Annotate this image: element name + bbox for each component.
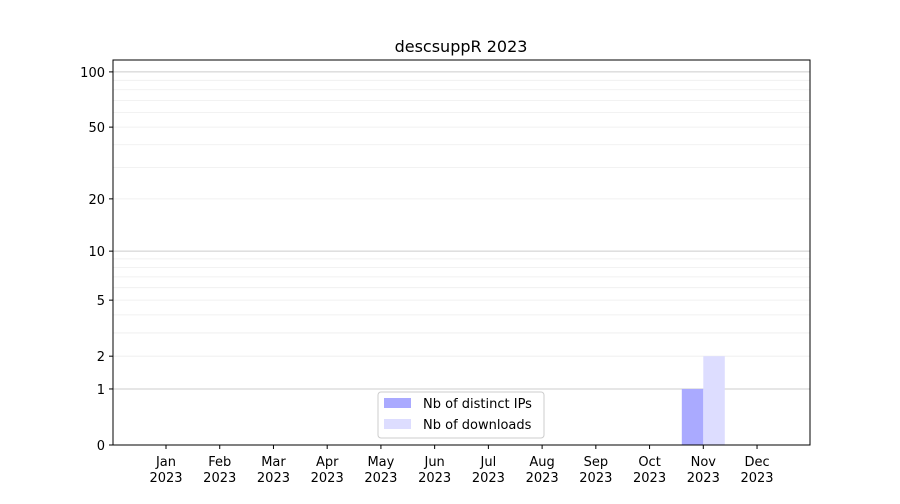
x-tick-label: Feb [208,455,231,470]
x-tick-label: Apr [316,455,339,470]
x-tick-label: May [367,455,394,470]
x-tick-label: Dec [744,455,769,470]
y-tick-label: 20 [88,193,105,208]
bar-downloads [703,356,725,445]
x-tick-label: Nov [691,455,717,470]
x-tick-label: Jan [155,455,176,470]
legend-box [377,391,545,439]
y-tick-label: 0 [97,439,105,454]
legend-swatch [384,419,411,429]
y-tick-label: 5 [97,294,105,309]
legend-label: Nb of distinct IPs [423,397,532,412]
y-tick-label: 100 [80,66,105,81]
x-tick-label: Jul [480,455,497,470]
x-tick-label: 2023 [364,471,397,486]
x-tick-label: 2023 [472,471,505,486]
x-tick-label: 2023 [149,471,182,486]
legend: Nb of distinct IPs Nb of downloads [377,391,545,439]
y-tick-label: 1 [97,383,105,398]
x-tick-label: 2023 [633,471,666,486]
y-tick-label: 50 [88,121,105,136]
x-tick-label: Oct [638,455,660,470]
plot-frame [112,59,811,446]
x-tick-label: Sep [584,455,609,470]
x-tick-label: 2023 [526,471,559,486]
x-tick-label: 2023 [257,471,290,486]
x-tick-label: Mar [261,455,286,470]
x-tick-label: Aug [529,455,554,470]
y-tick-label: 10 [88,245,105,260]
bar-distinct-ips [681,388,704,445]
x-tick-label: 2023 [740,471,773,486]
chart-title: descsuppR 2023 [395,37,528,56]
x-tick-label: 2023 [687,471,720,486]
legend-label: Nb of downloads [423,418,532,433]
x-tick-label: 2023 [203,471,236,486]
x-tick-label: 2023 [311,471,344,486]
legend-swatch [384,398,411,408]
x-tick-label: Jun [423,455,444,470]
x-tick-label: 2023 [418,471,451,486]
x-tick-label: 2023 [579,471,612,486]
y-tick-label: 2 [97,350,105,365]
